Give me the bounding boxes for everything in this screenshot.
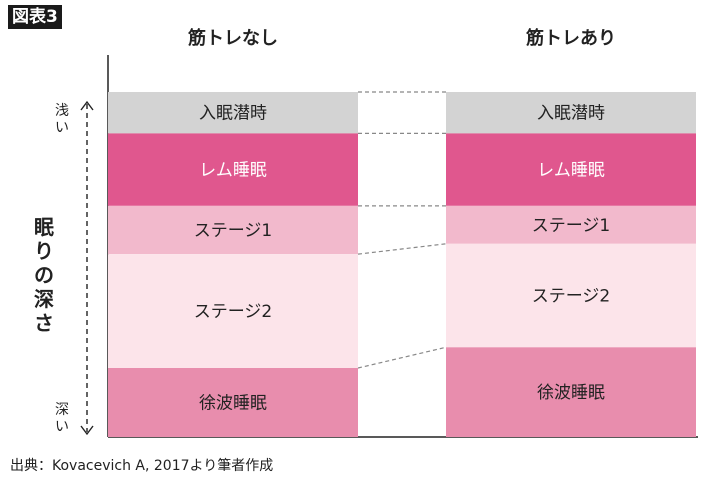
column-label: 筋トレあり [526, 27, 616, 49]
svg-text:浅: 浅 [55, 103, 69, 119]
segment-bar [446, 347, 696, 437]
svg-text:眠: 眠 [34, 215, 54, 239]
segment-label: ステージ2 [194, 302, 272, 322]
segment-label: ステージ2 [532, 287, 610, 307]
arrow-down-icon [80, 425, 94, 436]
source-note: 出典：Kovacevich A, 2017より筆者作成 [10, 458, 274, 474]
svg-text:さ: さ [34, 311, 54, 335]
connector-line [357, 243, 447, 255]
svg-text:い: い [55, 419, 69, 435]
svg-text:深: 深 [34, 287, 54, 311]
segment-label: レム睡眠 [537, 161, 605, 181]
figure-label: 図表3 [8, 5, 62, 29]
segment-label: 徐波睡眠 [199, 394, 267, 414]
segment-label: 入眠潜時 [537, 104, 605, 124]
segment-label: 徐波睡眠 [537, 383, 605, 403]
segment-bar [108, 205, 358, 255]
segment-label: 入眠潜時 [199, 104, 267, 124]
shallow-label: 浅い [55, 103, 69, 136]
arrow-up-icon [80, 100, 94, 111]
segment-bar [446, 92, 696, 134]
segment-label: ステージ1 [194, 221, 272, 241]
segment-bar [446, 205, 696, 244]
segment-bar [108, 92, 358, 134]
segment-label: ステージ1 [532, 216, 610, 236]
connector-line [357, 346, 447, 369]
svg-text:の: の [34, 263, 54, 287]
segment-bar [446, 133, 696, 206]
segment-bar [446, 243, 696, 348]
svg-text:い: い [55, 120, 69, 136]
svg-text:深: 深 [55, 402, 69, 418]
segment-label: レム睡眠 [199, 161, 267, 181]
segment-bar [108, 133, 358, 206]
column-label: 筋トレなし [188, 27, 278, 49]
deep-label: 深い [55, 402, 69, 435]
segment-bar [108, 368, 358, 437]
segment-bar [108, 254, 358, 368]
svg-text:り: り [34, 239, 54, 263]
